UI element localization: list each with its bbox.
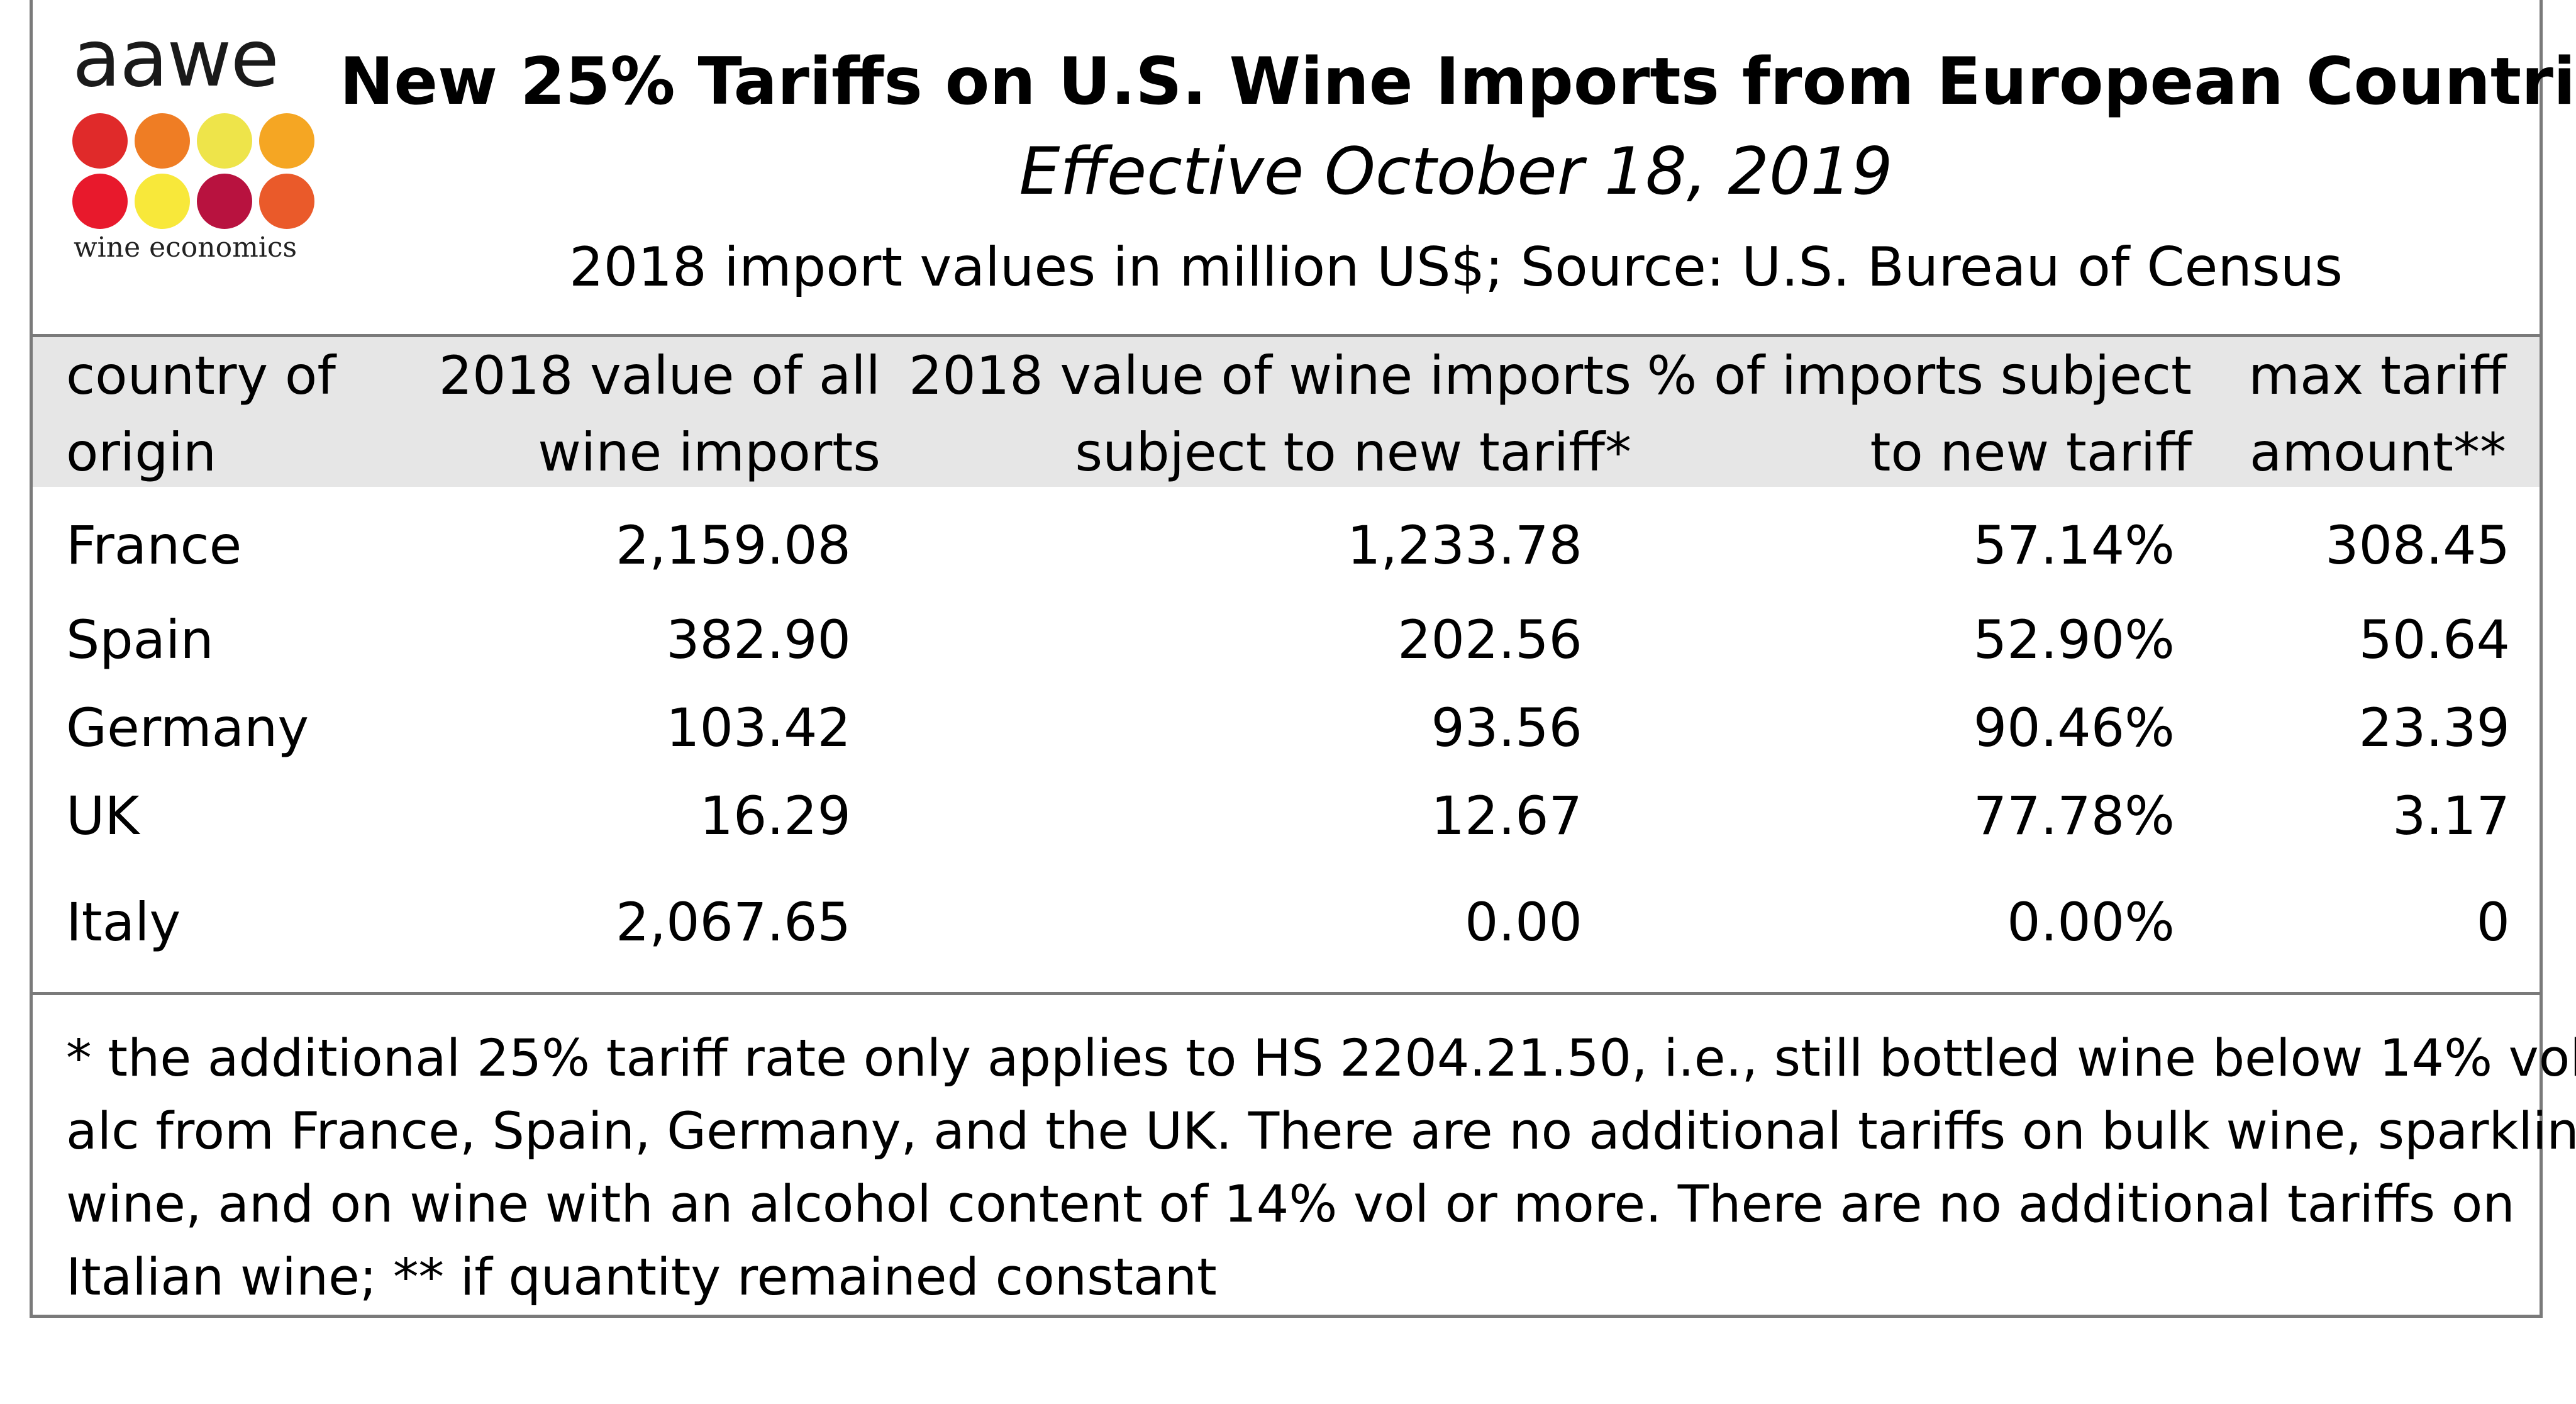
column-header-subject-imports: 2018 value of wine imports subject to ne…: [909, 337, 1631, 491]
table-cell-all-imports: 382.90: [666, 609, 851, 671]
table-cell-country: Italy: [66, 891, 181, 953]
table-cell-all-imports: 103.42: [666, 697, 851, 759]
table-cell-all-imports: 16.29: [699, 785, 851, 847]
table-cell-subject-imports: 93.56: [1431, 697, 1582, 759]
table-cell-subject-imports: 12.67: [1431, 785, 1582, 847]
source-line: 2018 import values in million US$; Sourc…: [569, 236, 2343, 299]
column-header-max-tariff: max tariff amount**: [2248, 337, 2506, 491]
table-cell-all-imports: 2,159.08: [615, 515, 851, 576]
table-cell-max-tariff: 308.45: [2325, 515, 2510, 576]
table-cell-country: Germany: [66, 697, 309, 759]
table-cell-country: Spain: [66, 609, 214, 671]
column-header-line: wine imports: [538, 421, 880, 483]
table-cell-percent: 52.90%: [1973, 609, 2175, 671]
logo-dot: [259, 174, 314, 229]
table-cell-max-tariff: 23.39: [2358, 697, 2510, 759]
footnote-line: Italian wine; ** if quantity remained co…: [66, 1248, 1217, 1307]
table-cell-max-tariff: 3.17: [2392, 785, 2510, 847]
column-header-line: to new tariff: [1870, 421, 2192, 483]
table-cell-subject-imports: 1,233.78: [1346, 515, 1582, 576]
table-cell-country: UK: [66, 785, 140, 847]
logo-dots: [72, 113, 318, 233]
chart-subtitle: Effective October 18, 2019: [1019, 134, 1893, 209]
aawe-logo: aawe wine economics: [72, 19, 318, 270]
chart-title: New 25% Tariffs on U.S. Wine Imports fro…: [340, 44, 2576, 120]
table-cell-subject-imports: 0.00: [1464, 891, 1582, 953]
table-frame: [30, 0, 2543, 1318]
divider-footnote: [30, 992, 2543, 995]
column-header-country: country of origin: [66, 337, 336, 491]
table-cell-percent: 0.00%: [2007, 891, 2175, 953]
table-cell-country: France: [66, 515, 242, 576]
logo-tagline: wine economics: [74, 231, 297, 264]
table-cell-all-imports: 2,067.65: [615, 891, 851, 953]
logo-dot: [197, 113, 252, 169]
column-header-line: country of: [66, 345, 336, 406]
logo-dot: [135, 113, 190, 169]
footnote-line: wine, and on wine with an alcohol conten…: [66, 1175, 2515, 1234]
table-cell-max-tariff: 0: [2476, 891, 2510, 953]
logo-dot: [135, 174, 190, 229]
logo-wordmark: aawe: [72, 12, 279, 104]
footnote-line: alc from France, Spain, Germany, and the…: [66, 1102, 2576, 1161]
logo-dot: [259, 113, 314, 169]
divider-top: [30, 334, 2543, 337]
column-header-line: % of imports subject: [1646, 345, 2192, 406]
table-cell-percent: 77.78%: [1973, 785, 2175, 847]
column-header-all-imports: 2018 value of all wine imports: [439, 337, 880, 491]
column-header-line: subject to new tariff*: [1075, 421, 1631, 483]
table-cell-subject-imports: 202.56: [1397, 609, 1582, 671]
column-header-line: origin: [66, 421, 217, 483]
logo-dot: [72, 113, 128, 169]
logo-dot: [197, 174, 252, 229]
column-header-line: max tariff: [2248, 345, 2506, 406]
column-header-line: amount**: [2249, 421, 2506, 483]
table-cell-percent: 90.46%: [1973, 697, 2175, 759]
footnote-line: * the additional 25% tariff rate only ap…: [66, 1029, 2576, 1088]
column-header-line: 2018 value of wine imports: [908, 345, 1631, 406]
table-cell-percent: 57.14%: [1973, 515, 2175, 576]
column-header-percent-subject: % of imports subject to new tariff: [1647, 337, 2192, 491]
column-header-line: 2018 value of all: [438, 345, 880, 406]
logo-dot: [72, 174, 128, 229]
footnote: * the additional 25% tariff rate only ap…: [66, 1022, 2576, 1314]
table-cell-max-tariff: 50.64: [2358, 609, 2510, 671]
table-header: country of origin 2018 value of all wine…: [33, 337, 2540, 487]
